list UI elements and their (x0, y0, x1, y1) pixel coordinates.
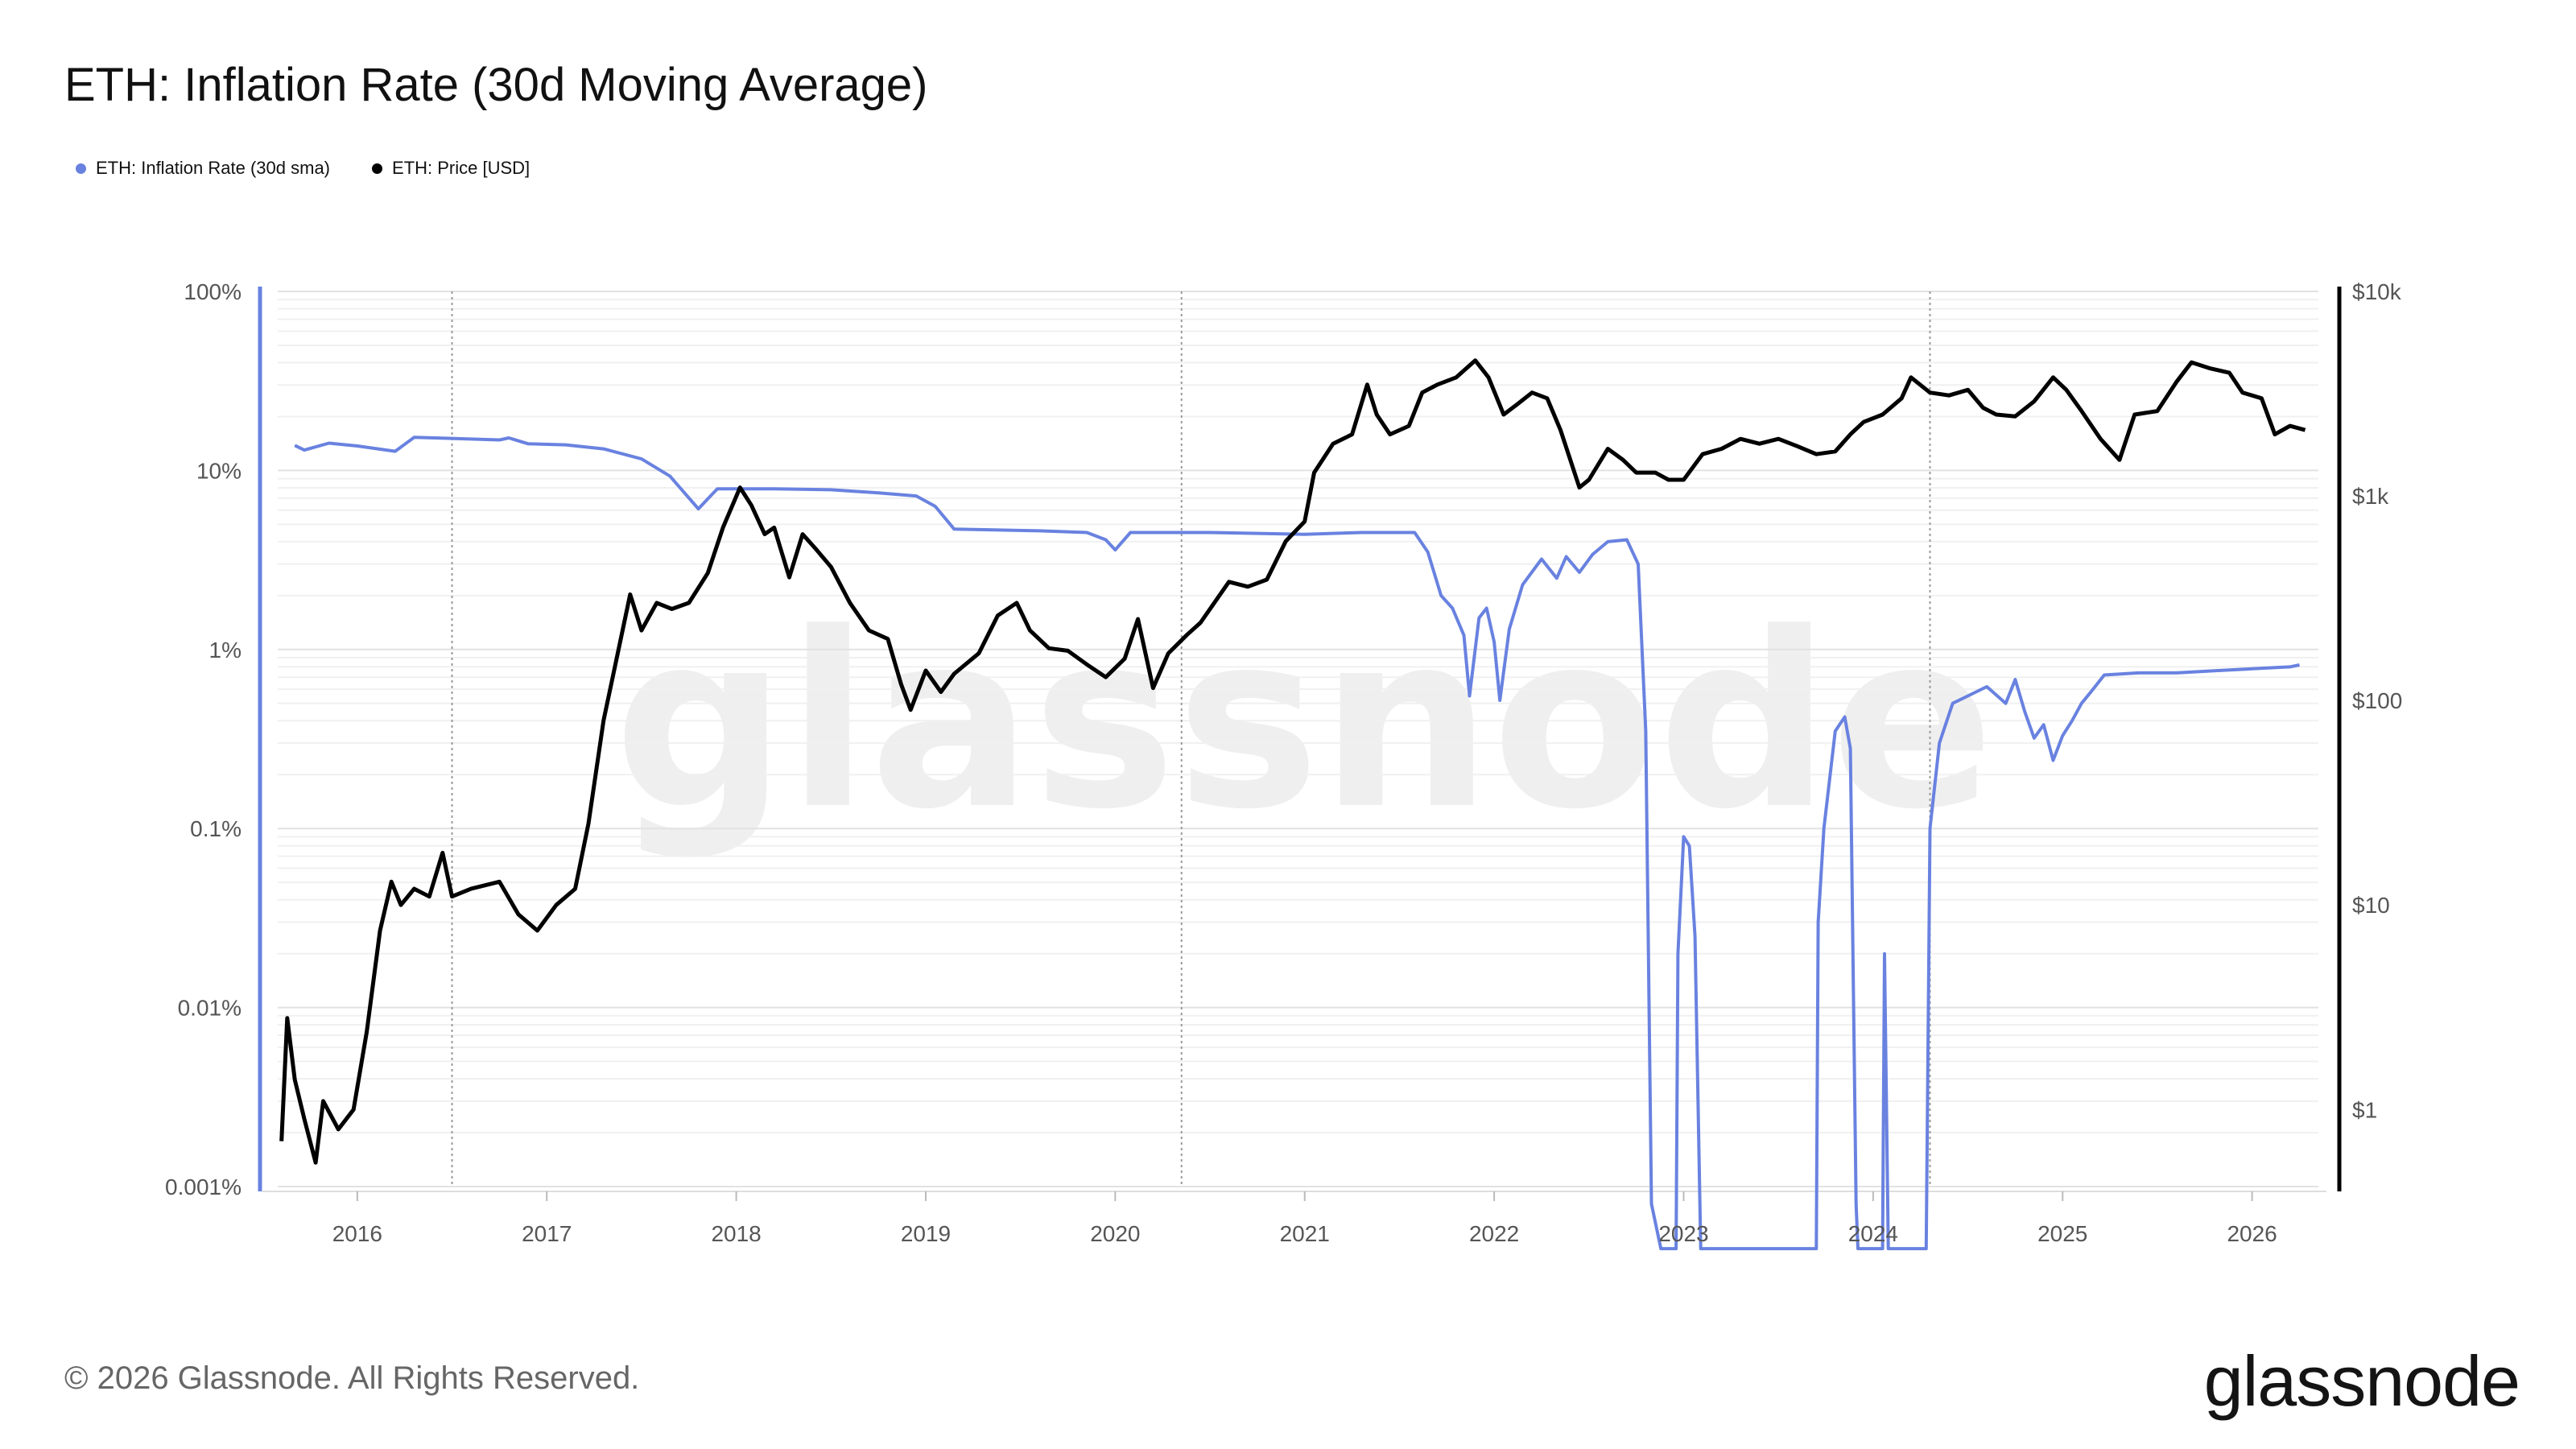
axes (258, 287, 2342, 1201)
x-tick-label: 2017 (522, 1221, 572, 1246)
series-lines (279, 358, 2306, 1251)
y-left-tick-label: 0.001% (165, 1174, 242, 1199)
x-tick-label: 2025 (2037, 1221, 2087, 1246)
price-line (279, 358, 2306, 1165)
event-lines (451, 291, 1931, 1187)
y-right-tick-label: $100 (2352, 688, 2402, 713)
grid (278, 291, 2318, 1187)
x-tick-label: 2026 (2227, 1221, 2277, 1246)
x-tick-label: 2022 (1469, 1221, 1519, 1246)
y-left-tick-label: 0.01% (178, 996, 242, 1021)
y-right-tick-label: $1k (2352, 484, 2389, 509)
y-left-tick-label: 10% (196, 458, 242, 483)
y-left-tick-label: 1% (209, 638, 242, 663)
inflation-rate-line (294, 436, 2300, 1251)
x-tick-label: 2023 (1658, 1221, 1708, 1246)
legend-item-price[interactable]: ETH: Price [USD] (372, 158, 530, 179)
chart-title: ETH: Inflation Rate (30d Moving Average) (64, 59, 928, 111)
legend: ETH: Inflation Rate (30d sma) ETH: Price… (76, 158, 530, 179)
watermark: glassnode (613, 581, 1994, 862)
x-tick-label: 2021 (1280, 1221, 1330, 1246)
legend-price-label: ETH: Price [USD] (392, 158, 530, 178)
x-tick-label: 2018 (711, 1221, 761, 1246)
tick-labels: 100% 10% 1% 0.1% 0.01% 0.001% $10k $1k $100 $10 $1… (165, 279, 2402, 1246)
glassnode-logo: glassnode (2203, 1341, 2520, 1421)
legend-inflation-dot-icon (76, 163, 86, 174)
y-left-tick-label: 100% (184, 279, 242, 304)
x-tick-label: 2020 (1090, 1221, 1140, 1246)
legend-item-inflation[interactable]: ETH: Inflation Rate (30d sma) (76, 158, 330, 179)
y-right-tick-label: $1 (2352, 1097, 2377, 1122)
y-left-tick-label: 0.1% (190, 816, 242, 841)
x-tick-label: 2024 (1848, 1221, 1898, 1246)
copyright: © 2026 Glassnode. All Rights Reserved. (64, 1360, 640, 1396)
y-right-tick-label: $10 (2352, 893, 2390, 918)
y-right-tick-label: $10k (2352, 279, 2402, 304)
legend-price-dot-icon (372, 163, 383, 174)
legend-inflation-label: ETH: Inflation Rate (30d sma) (96, 158, 331, 178)
x-tick-label: 2016 (332, 1221, 382, 1246)
x-tick-label: 2019 (901, 1221, 951, 1246)
